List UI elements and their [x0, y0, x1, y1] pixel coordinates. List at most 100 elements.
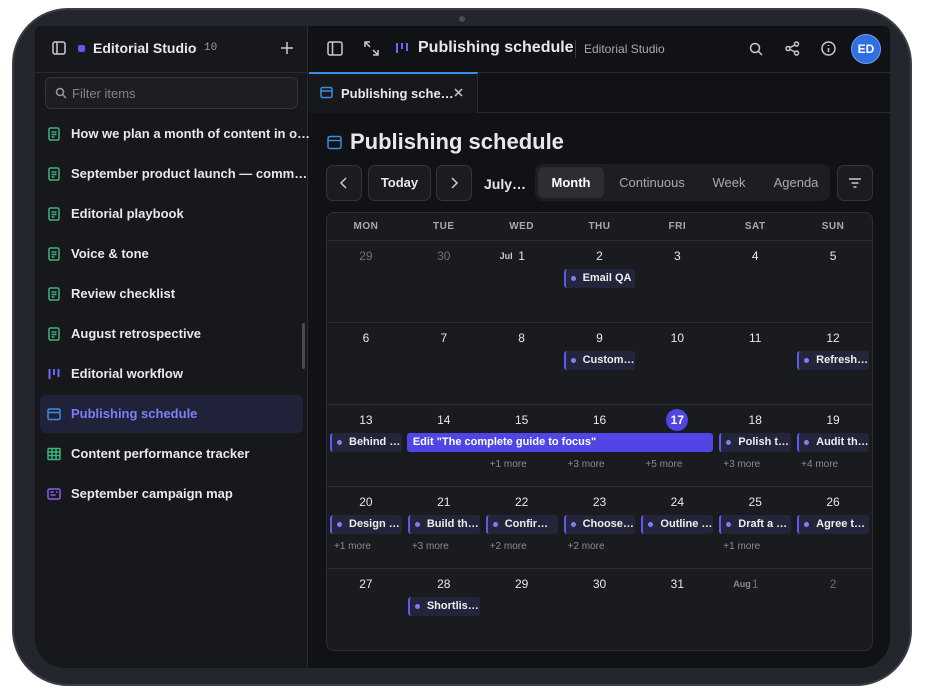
event-pill[interactable]: Audit th…	[797, 433, 869, 452]
workspace-name[interactable]: Editorial Studio	[93, 40, 197, 56]
event-pill[interactable]: Confir…	[485, 515, 558, 534]
day-number: 5	[829, 249, 837, 263]
panel-icon[interactable]	[327, 41, 343, 56]
event-pill[interactable]: Agree t…	[797, 515, 869, 534]
event-dot	[414, 604, 420, 609]
page-title: Publishing schedule	[350, 129, 564, 154]
search-icon	[55, 87, 67, 99]
event-pill[interactable]: Email QA	[563, 269, 636, 288]
day-number: 30	[437, 249, 451, 263]
day-number: 27	[359, 577, 373, 591]
info-button[interactable]	[821, 41, 836, 56]
sidebar-toggle-icon[interactable]	[52, 41, 66, 55]
sidebar-item[interactable]: How we plan a month of content in o…	[71, 126, 311, 141]
sidebar-item[interactable]: Editorial workflow	[71, 366, 183, 381]
event-pill[interactable]: Shortlis…	[407, 597, 480, 616]
today-button[interactable]: Today	[368, 165, 431, 201]
event-pill[interactable]: Outline …	[641, 515, 714, 534]
event-pill[interactable]: Custom…	[563, 351, 636, 370]
day-number: 16	[592, 413, 607, 427]
view-option[interactable]: Agenda	[773, 175, 819, 190]
day-number: 22	[514, 495, 529, 509]
view-option[interactable]: Week	[712, 175, 746, 190]
share-button[interactable]	[785, 41, 800, 56]
day-number: 20	[359, 495, 373, 509]
day-number: 12	[826, 331, 840, 345]
item-count: 10	[204, 42, 218, 54]
doc-icon	[48, 127, 60, 141]
table-icon	[47, 447, 61, 461]
more-link[interactable]: +1 more	[723, 541, 761, 552]
event-dot	[570, 358, 576, 363]
day-number: 23	[592, 495, 607, 509]
tab-label[interactable]: Publishing sche…	[341, 86, 454, 101]
event-pill[interactable]: Polish t…	[719, 433, 792, 452]
day-number: 17	[670, 413, 685, 427]
sidebar-item[interactable]: August retrospective	[71, 326, 202, 341]
event-pill[interactable]: Refresh…	[797, 351, 869, 370]
view-option[interactable]: Continuous	[619, 175, 685, 190]
page-icon	[327, 135, 342, 150]
more-link[interactable]: +3 more	[723, 459, 761, 470]
sidebar-item[interactable]: Editorial playbook	[71, 206, 184, 221]
event-dot	[726, 440, 732, 445]
more-link[interactable]: +2 more	[567, 541, 605, 552]
filter-icon	[849, 178, 861, 188]
event-pill[interactable]: Draft a …	[719, 515, 792, 534]
next-button[interactable]	[436, 165, 472, 201]
today-marker	[666, 409, 689, 431]
divider	[575, 40, 576, 58]
search-button[interactable]	[749, 42, 763, 56]
filter-input[interactable]	[45, 77, 298, 109]
event-pill[interactable]: Choose…	[563, 515, 636, 534]
event-dot	[726, 522, 732, 527]
next-icon	[451, 177, 459, 189]
more-link[interactable]: +5 more	[645, 459, 683, 470]
sidebar-item[interactable]: September product launch — comm…	[71, 166, 308, 181]
tab-close[interactable]	[454, 88, 463, 97]
day-number: 31	[670, 577, 685, 591]
sidebar-item[interactable]: September campaign map	[71, 486, 233, 501]
day-number: 29	[514, 577, 529, 591]
day-number: 25	[748, 495, 762, 509]
prev-button[interactable]	[326, 165, 362, 201]
divider	[35, 72, 308, 73]
sidebar-item[interactable]: Voice & tone	[71, 246, 149, 261]
topbar-workspace[interactable]: Editorial Studio	[584, 42, 665, 56]
expand-icon[interactable]	[364, 41, 379, 56]
day-number: 29	[359, 249, 373, 263]
more-link[interactable]: +4 more	[801, 459, 839, 470]
event-dot	[570, 522, 576, 527]
prev-icon	[339, 177, 347, 189]
more-link[interactable]: +3 more	[411, 541, 449, 552]
day-number: 1	[518, 249, 525, 263]
more-link[interactable]: +1 more	[334, 541, 371, 552]
day-number: 13	[359, 413, 373, 427]
selected-highlight	[40, 395, 303, 433]
row-divider	[327, 404, 872, 405]
avatar[interactable]: ED	[851, 34, 881, 64]
day-number: 3	[674, 249, 681, 263]
event-pill[interactable]: Build th…	[407, 515, 480, 534]
sidebar-item[interactable]: Review checklist	[71, 286, 176, 301]
scrollbar	[302, 323, 305, 369]
view-option[interactable]: Month	[538, 167, 604, 198]
workspace-dot	[78, 45, 85, 52]
event-bar[interactable]: Edit "The complete guide to focus"	[406, 433, 714, 452]
more-link[interactable]: +2 more	[489, 541, 527, 552]
day-number: 2	[596, 249, 603, 263]
board-icon	[48, 369, 60, 379]
sidebar-item[interactable]: Content performance tracker	[71, 446, 250, 461]
sidebar-item[interactable]: Publishing schedule	[71, 406, 198, 421]
add-button[interactable]	[280, 41, 294, 55]
event-pill[interactable]: Behind …	[330, 433, 402, 452]
day-number: 18	[748, 413, 762, 427]
divider	[309, 72, 890, 73]
day-number: 21	[437, 495, 451, 509]
tab[interactable]	[309, 72, 478, 113]
more-link[interactable]: +3 more	[567, 459, 605, 470]
day-number: 11	[748, 331, 762, 345]
more-link[interactable]: +1 more	[489, 459, 527, 470]
event-pill[interactable]: Design …	[330, 515, 402, 534]
event-dot	[492, 522, 498, 527]
